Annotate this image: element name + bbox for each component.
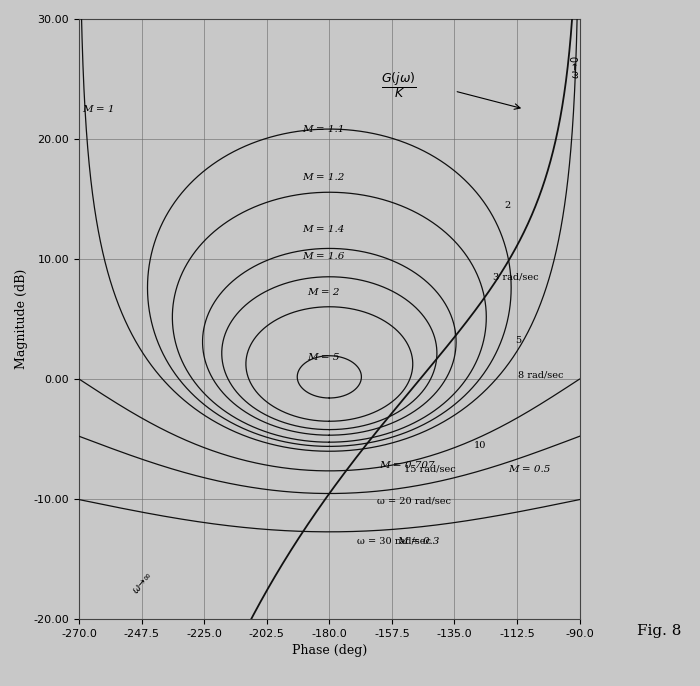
- Text: M = 1: M = 1: [82, 104, 115, 113]
- Text: M = 0.5: M = 0.5: [508, 464, 551, 473]
- Text: $\omega\!\to\!\infty$: $\omega\!\to\!\infty$: [131, 570, 155, 596]
- Y-axis label: Magnitude (dB): Magnitude (dB): [15, 269, 28, 369]
- Text: M = 1.1: M = 1.1: [302, 125, 345, 134]
- Text: 5: 5: [516, 336, 522, 345]
- Text: 10: 10: [474, 440, 486, 449]
- Text: M = 0.707: M = 0.707: [379, 461, 435, 470]
- Text: 3 rad/sec: 3 rad/sec: [494, 272, 539, 281]
- Text: 15 rad/sec: 15 rad/sec: [405, 464, 456, 473]
- Text: ω = 30 rad/sec: ω = 30 rad/sec: [357, 536, 431, 545]
- Text: $\omega\!\to\!0$: $\omega\!\to\!0$: [570, 55, 582, 80]
- Text: M = 1.4: M = 1.4: [302, 224, 345, 233]
- Text: M = 5: M = 5: [307, 353, 340, 362]
- Text: M = 1.6: M = 1.6: [302, 252, 345, 261]
- Text: M = 2: M = 2: [307, 288, 340, 297]
- Text: Fig. 8: Fig. 8: [637, 624, 681, 638]
- X-axis label: Phase (deg): Phase (deg): [292, 644, 367, 657]
- Text: 2: 2: [505, 200, 511, 209]
- Text: M = 1.2: M = 1.2: [302, 173, 345, 182]
- Text: 8 rad/sec: 8 rad/sec: [519, 371, 564, 380]
- Text: M = 0.3: M = 0.3: [397, 536, 440, 545]
- Text: $\dfrac{G(j\omega)}{K}$: $\dfrac{G(j\omega)}{K}$: [382, 70, 416, 100]
- Text: ω = 20 rad/sec: ω = 20 rad/sec: [377, 497, 451, 506]
